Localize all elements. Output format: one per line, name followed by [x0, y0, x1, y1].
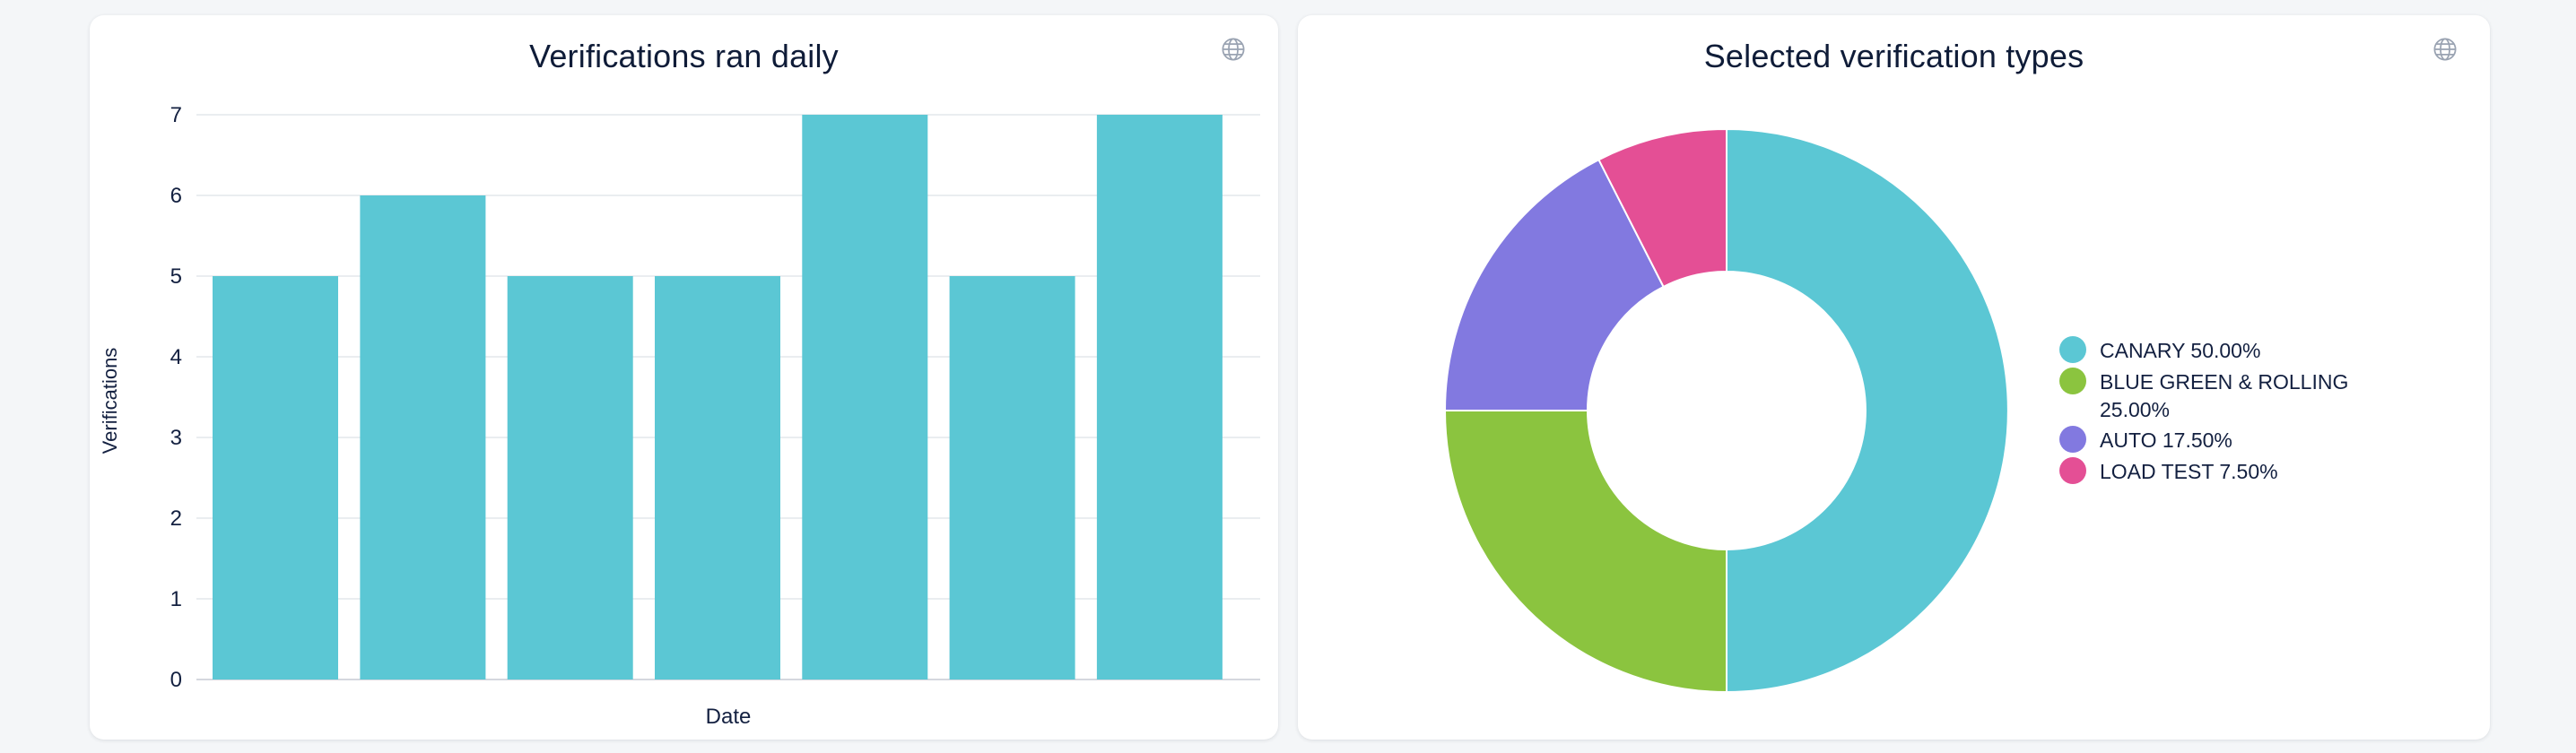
svg-text:5: 5	[170, 264, 182, 289]
svg-text:4: 4	[170, 345, 182, 369]
svg-text:1: 1	[170, 587, 182, 611]
svg-text:Verifications: Verifications	[99, 348, 121, 454]
svg-text:0: 0	[170, 668, 182, 692]
svg-text:3: 3	[170, 426, 182, 450]
svg-text:25.00%: 25.00%	[2100, 398, 2170, 421]
svg-text:LOAD TEST 7.50%: LOAD TEST 7.50%	[2100, 460, 2278, 483]
svg-text:AUTO 17.50%: AUTO 17.50%	[2100, 428, 2232, 452]
svg-text:7: 7	[170, 103, 182, 127]
svg-text:CANARY 50.00%: CANARY 50.00%	[2100, 339, 2260, 362]
svg-text:6: 6	[170, 184, 182, 208]
svg-text:BLUE GREEN & ROLLING: BLUE GREEN & ROLLING	[2100, 370, 2348, 394]
svg-text:2: 2	[170, 506, 182, 531]
svg-text:Date: Date	[706, 705, 752, 729]
